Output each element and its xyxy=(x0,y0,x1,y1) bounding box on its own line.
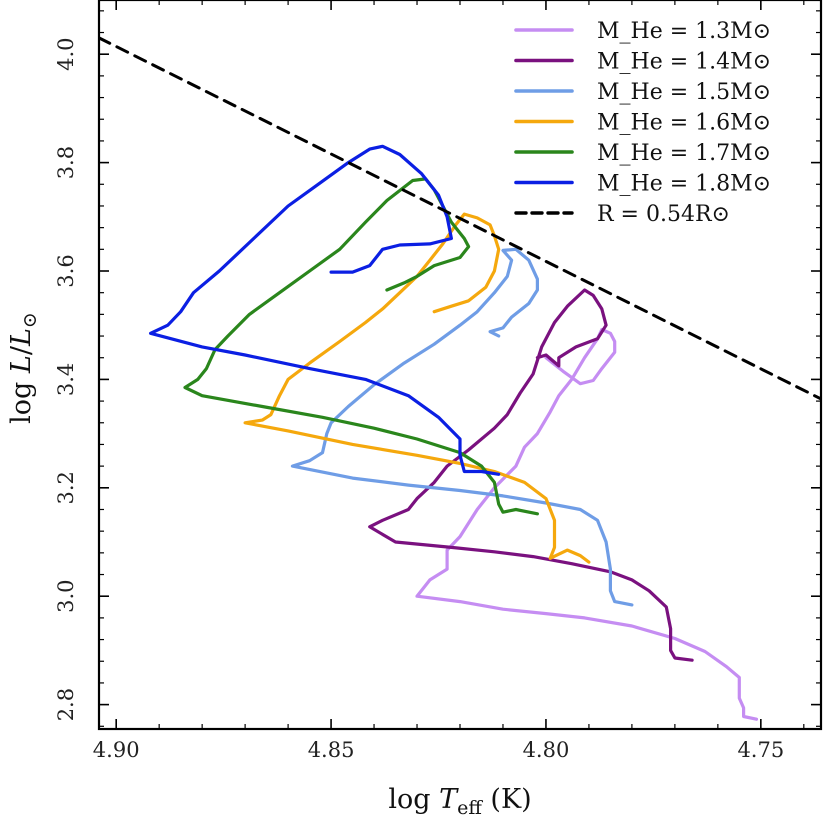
series-line-1 xyxy=(368,288,694,662)
legend-label-3: M_He = 1.6M⊙ xyxy=(597,111,771,136)
series-line-4 xyxy=(183,177,539,516)
x-tick-label: 4.80 xyxy=(523,738,570,762)
y-tick-label: 3.8 xyxy=(54,146,78,179)
legend-label-5: M_He = 1.8M⊙ xyxy=(597,172,771,197)
legend-label-1: M_He = 1.4M⊙ xyxy=(597,50,771,75)
series-line-6 xyxy=(99,36,821,401)
legend-label-0: M_He = 1.3M⊙ xyxy=(597,19,771,44)
x-tick-label: 4.90 xyxy=(93,738,140,762)
series-line-0 xyxy=(415,327,759,721)
y-tick-label: 2.8 xyxy=(54,688,78,721)
x-tick-label: 4.75 xyxy=(737,738,784,762)
legend-label-2: M_He = 1.5M⊙ xyxy=(597,80,771,105)
y-tick-label: 3.6 xyxy=(54,254,78,287)
series-line-5 xyxy=(149,144,501,476)
y-tick-label: 4.0 xyxy=(54,37,78,70)
legend-label-6: R = 0.54R⊙ xyxy=(597,202,730,227)
legend-label-4: M_He = 1.7M⊙ xyxy=(597,141,771,166)
y-tick-label: 3.2 xyxy=(54,471,78,504)
x-tick-label: 4.85 xyxy=(308,738,355,762)
y-tick-label: 3.0 xyxy=(54,579,78,612)
series-line-3 xyxy=(243,212,591,564)
series-layer xyxy=(99,36,821,721)
x-axis-title: log Teff (K) xyxy=(388,784,531,819)
y-axis-title: log L/L⊙ xyxy=(6,312,41,424)
series-line-2 xyxy=(290,247,634,607)
ticks-layer: 4.90 4.85 4.80 4.75 2.8 3.0 3.2 3.4 3.6 3.8 4.0 xyxy=(54,0,821,762)
legend: M_He = 1.3M⊙ M_He = 1.4M⊙ M_He = 1.5M⊙ M_He… xyxy=(514,19,771,227)
y-tick-label: 3.4 xyxy=(54,363,78,396)
